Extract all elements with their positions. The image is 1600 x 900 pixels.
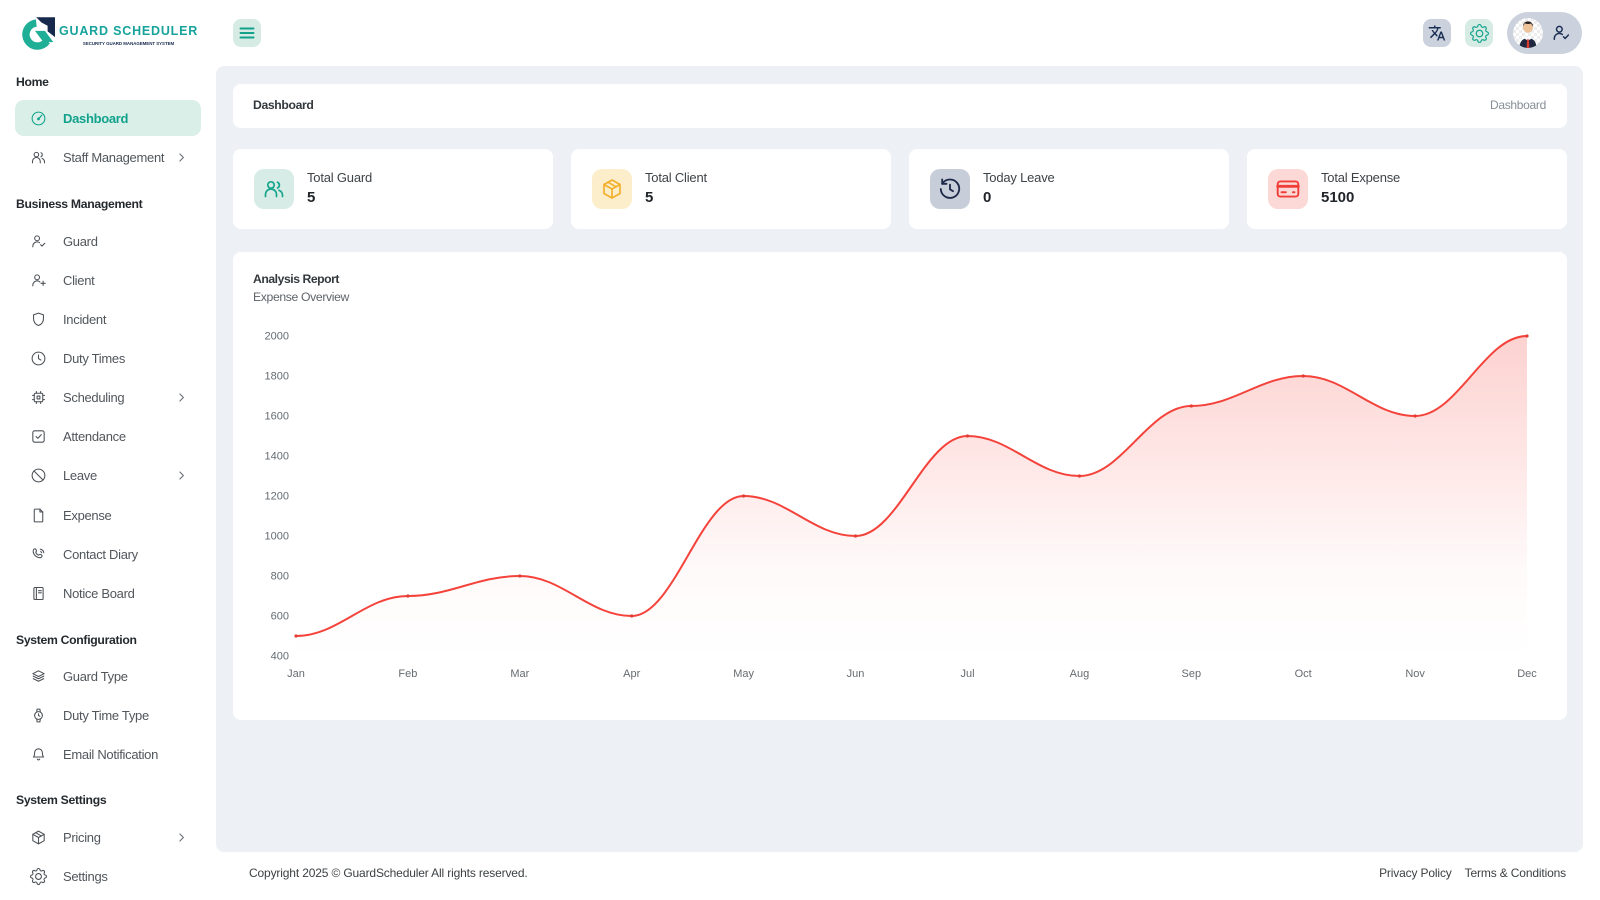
svg-text:Aug: Aug [1070,668,1090,680]
svg-text:2000: 2000 [265,331,289,343]
svg-text:Sep: Sep [1182,668,1202,680]
svg-text:1800: 1800 [265,371,289,383]
svg-text:800: 800 [271,571,289,583]
svg-text:1400: 1400 [265,451,289,463]
svg-text:Apr: Apr [623,668,640,680]
svg-text:1600: 1600 [265,411,289,423]
svg-text:Mar: Mar [510,668,529,680]
svg-text:1200: 1200 [265,491,289,503]
svg-text:May: May [733,668,754,680]
svg-text:600: 600 [271,611,289,623]
svg-text:1000: 1000 [265,531,289,543]
svg-text:Feb: Feb [398,668,417,680]
svg-text:Dec: Dec [1517,668,1537,680]
svg-text:Nov: Nov [1405,668,1425,680]
svg-text:Jun: Jun [847,668,865,680]
svg-text:Jan: Jan [287,668,305,680]
svg-text:400: 400 [271,651,289,663]
svg-text:Oct: Oct [1295,668,1312,680]
svg-text:Jul: Jul [960,668,974,680]
